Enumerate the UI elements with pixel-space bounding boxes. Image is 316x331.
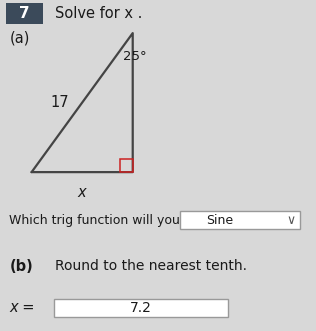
- Text: Solve for x .: Solve for x .: [55, 6, 143, 21]
- Text: Which trig function will you use?: Which trig function will you use?: [9, 213, 213, 227]
- Text: (b): (b): [9, 259, 33, 274]
- Text: 7: 7: [19, 6, 30, 21]
- Text: (a): (a): [9, 30, 30, 46]
- Text: x =: x =: [9, 300, 35, 315]
- FancyBboxPatch shape: [180, 211, 300, 229]
- Text: 7.2: 7.2: [130, 301, 152, 315]
- Text: x: x: [78, 185, 87, 200]
- Bar: [120, 159, 133, 172]
- Text: Round to the nearest tenth.: Round to the nearest tenth.: [55, 260, 247, 273]
- FancyBboxPatch shape: [54, 299, 228, 317]
- Text: 25°: 25°: [123, 50, 147, 63]
- Text: Sine: Sine: [206, 213, 233, 227]
- FancyBboxPatch shape: [6, 3, 43, 24]
- Text: ∨: ∨: [286, 213, 295, 227]
- Text: 17: 17: [51, 95, 69, 110]
